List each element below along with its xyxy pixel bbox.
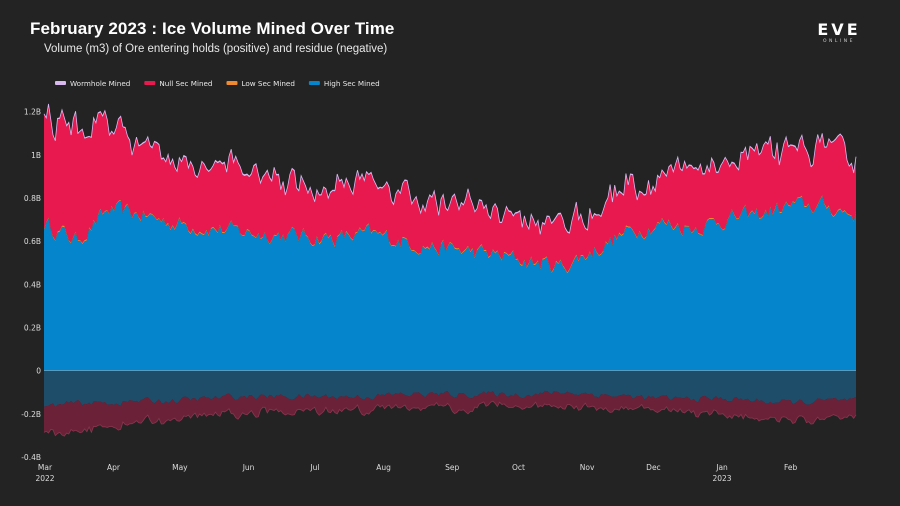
wormhole-mined-area	[44, 103, 856, 236]
y-tick-label-7: -0.2B	[21, 410, 41, 419]
x-tick-label-11: Feb	[784, 463, 798, 472]
y-tick-label-4: 0.4B	[24, 280, 41, 289]
legend-label-2: Low Sec Mined	[241, 79, 294, 88]
x-tick-label-5: Aug	[376, 463, 391, 472]
x-tick-label-0: Mar	[38, 463, 53, 472]
logo-subtext: ONLINE	[823, 39, 855, 44]
eve-online-logo: EVE ONLINE	[812, 22, 866, 45]
legend-label-3: High Sec Mined	[324, 79, 380, 88]
x-tick-label-9: Dec	[646, 463, 661, 472]
x-tick-label-3: Jun	[242, 463, 255, 472]
y-tick-label-8: -0.4B	[21, 453, 41, 462]
residue-bottom-line	[43, 400, 857, 437]
x-tick-label-1: Apr	[107, 463, 121, 472]
x-tick-label-2: May	[172, 463, 188, 472]
legend-swatch-3	[308, 81, 320, 85]
x-tick-label-7: Oct	[512, 463, 525, 472]
highsec-mined-area	[44, 196, 856, 371]
y-tick-label-2: 0.8B	[24, 194, 41, 203]
legend-swatch-1	[144, 81, 156, 85]
y-tick-label-5: 0.2B	[24, 323, 41, 332]
legend-swatch-0	[55, 81, 66, 85]
wormhole-top-line	[43, 103, 857, 235]
legend-swatch-2	[226, 81, 238, 85]
y-tick-label-3: 0.6B	[24, 237, 41, 246]
logo-wordmark: EVE	[817, 20, 861, 39]
legend-label-1: Null Sec Mined	[159, 79, 212, 88]
nullsec-mined-area	[44, 105, 856, 273]
x-tick-year-10: 2023	[712, 474, 731, 483]
chart-subtitle: Volume (m3) of Ore entering holds (posit…	[44, 43, 388, 55]
x-tick-label-8: Nov	[580, 463, 595, 472]
legend-label-0: Wormhole Mined	[70, 79, 130, 88]
y-tick-label-1: 1B	[31, 151, 41, 160]
x-tick-label-10: Jan	[715, 463, 728, 472]
y-tick-label-6: 0	[36, 367, 41, 376]
nullsec-residue-area	[44, 390, 856, 437]
x-tick-label-4: Jul	[309, 463, 319, 472]
x-tick-label-6: Sep	[445, 463, 459, 472]
highsec-residue-area	[44, 370, 856, 408]
x-tick-year-0: 2022	[35, 474, 54, 483]
chart-title: February 2023 : Ice Volume Mined Over Ti…	[30, 19, 395, 38]
y-tick-label-0: 1.2B	[24, 108, 41, 117]
